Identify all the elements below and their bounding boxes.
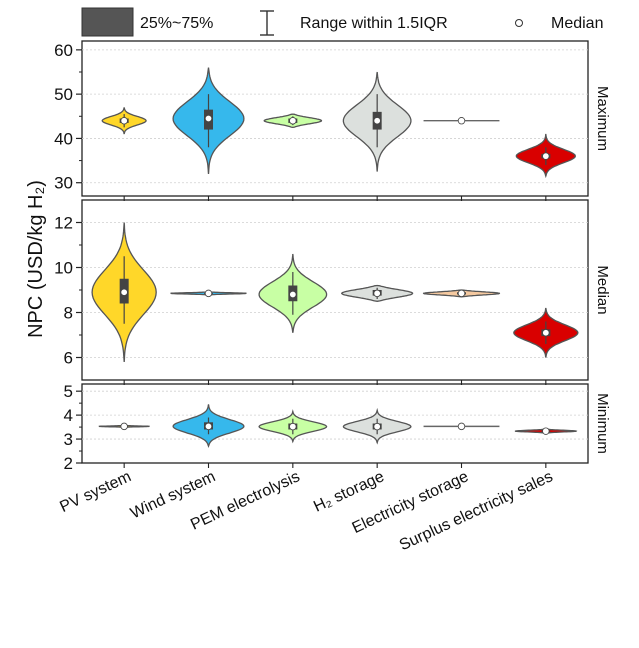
y-tick-label: 10 (54, 259, 73, 278)
y-tick-label: 50 (54, 85, 73, 104)
violin-2 (172, 404, 245, 449)
panel-label-maximum: Maximum (594, 86, 611, 151)
violin-1 (101, 107, 147, 135)
y-tick-label: 8 (64, 304, 73, 323)
panel-minimum: 2 3 4 5 Minimum (64, 382, 611, 473)
x-category-label: PV system (57, 468, 133, 516)
panel-label-minimum: Minimum (594, 393, 611, 454)
violin-3 (258, 409, 328, 444)
panel-median: 6 8 10 12 Median (54, 199, 611, 385)
violin-3 (258, 253, 328, 333)
violin-1 (98, 422, 150, 431)
legend-box-label: 25%~75% (140, 15, 213, 32)
violin-median (457, 289, 466, 298)
y-tick-label: 5 (64, 382, 73, 401)
violin-1 (91, 222, 157, 363)
violin-median (289, 422, 297, 431)
violin-median (373, 422, 381, 431)
panel-maximum: 30 40 50 60 Maximum (54, 40, 611, 201)
violin-4 (342, 71, 412, 172)
y-tick-label: 12 (54, 214, 73, 233)
y-tick-label: 40 (54, 129, 73, 148)
violin-5 (423, 422, 500, 431)
violin-median (373, 117, 381, 125)
violin-median (120, 288, 128, 296)
violin-4 (342, 407, 412, 445)
y-axis-label: NPC (USD/kg H₂) (25, 180, 47, 338)
y-tick-label: 2 (64, 454, 73, 473)
violin-3 (263, 113, 323, 129)
violin-4 (340, 284, 414, 302)
violin-median (457, 422, 466, 431)
y-tick-label: 3 (64, 430, 73, 449)
violin-5 (422, 289, 501, 298)
violin-median (289, 290, 297, 299)
violin-median (542, 427, 550, 435)
legend: 25%~75% Range within 1.5IQR Median (81, 7, 603, 37)
legend-box-swatch (81, 7, 134, 37)
legend-median-icon (515, 19, 523, 27)
legend-median-label: Median (551, 15, 603, 32)
violin-median (204, 114, 213, 123)
panel-frame (81, 199, 589, 381)
violin-median (457, 117, 466, 125)
panel-frame (81, 40, 589, 197)
violin-5 (423, 117, 500, 125)
violin-median (373, 289, 381, 298)
violin-6 (515, 133, 576, 179)
violin-2 (170, 289, 247, 298)
panel-frame (81, 383, 589, 464)
violin-median (204, 289, 213, 298)
legend-range-icon (260, 10, 274, 36)
violin-2 (172, 67, 245, 174)
x-category-label: Surplus electricity sales (397, 468, 556, 554)
y-tick-label: 60 (54, 41, 73, 60)
violin-median (289, 117, 297, 125)
panel-label-median: Median (594, 265, 611, 314)
legend-range-label: Range within 1.5IQR (300, 15, 448, 32)
y-tick-label: 30 (54, 174, 73, 193)
violin-median (120, 117, 128, 125)
violin-median (542, 329, 550, 337)
violin-median (120, 422, 128, 431)
violin-median (542, 152, 550, 160)
violin-6 (513, 307, 579, 358)
violin-6 (514, 427, 578, 435)
y-tick-label: 6 (64, 349, 73, 368)
y-tick-label: 4 (64, 406, 73, 425)
violin-median (204, 422, 213, 431)
